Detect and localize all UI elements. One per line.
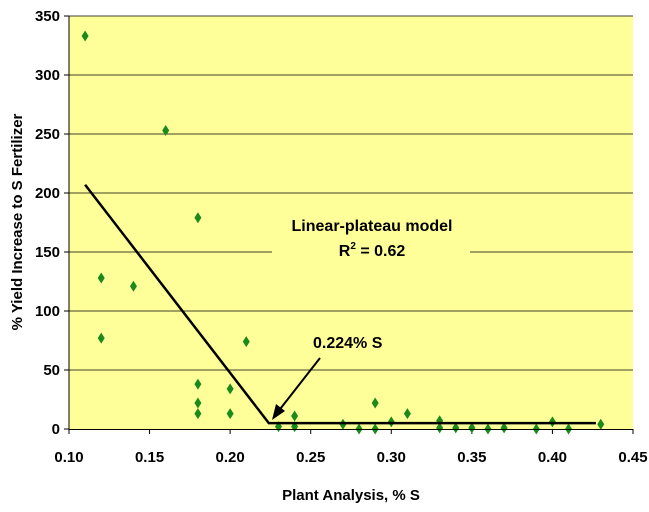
y-tick-label: 200 [35, 185, 60, 202]
data-point [436, 422, 444, 434]
data-point [97, 332, 105, 344]
data-point [403, 408, 411, 420]
x-tick-label: 0.25 [296, 449, 325, 466]
data-point [500, 422, 508, 434]
data-point [226, 408, 234, 420]
breakpoint-arrowhead [272, 404, 285, 420]
y-tick-label: 150 [35, 244, 60, 261]
annotation-background [272, 205, 470, 263]
data-point [226, 383, 234, 395]
y-tick-label: 50 [43, 362, 60, 379]
data-point [242, 336, 250, 348]
data-point [194, 212, 202, 224]
r-squared-label: R2 = 0.62 [339, 241, 406, 260]
data-point [97, 272, 105, 284]
y-tick-label: 0 [52, 421, 60, 438]
model-line-group [84, 183, 596, 425]
breakpoint-label: 0.224% S [313, 335, 383, 352]
y-tick-labels: 0 50 100 150 200 250 300 350 [35, 8, 69, 438]
x-tick-label: 0.20 [216, 449, 245, 466]
x-tick-label: 0.30 [377, 449, 406, 466]
x-tick-label: 0.40 [538, 449, 567, 466]
data-point [597, 418, 605, 430]
y-axis-title: % Yield Increase to S Fertilizer [9, 113, 26, 330]
model-line [84, 183, 596, 425]
breakpoint-arrow [276, 357, 321, 414]
data-point [129, 280, 137, 292]
data-point [194, 378, 202, 390]
data-point [81, 30, 89, 42]
x-tick-label: 0.15 [135, 449, 164, 466]
x-tick-labels: 0.10 0.15 0.20 0.25 0.30 0.35 0.40 0.45 [54, 429, 648, 466]
data-point [162, 124, 170, 136]
x-tick-label: 0.10 [54, 449, 83, 466]
y-tick-label: 100 [35, 303, 60, 320]
data-point [468, 422, 476, 434]
data-point [194, 397, 202, 409]
model-name-label: Linear-plateau model [292, 218, 453, 235]
y-tick-label: 300 [35, 67, 60, 84]
x-tick-label: 0.35 [457, 449, 486, 466]
data-point [452, 422, 460, 434]
data-point [371, 397, 379, 409]
y-tick-label: 350 [35, 8, 60, 25]
x-axis-title: Plant Analysis, % S [282, 487, 420, 504]
x-tick-label: 0.45 [618, 449, 647, 466]
data-point [194, 408, 202, 420]
data-point [291, 410, 299, 422]
y-tick-label: 250 [35, 126, 60, 143]
